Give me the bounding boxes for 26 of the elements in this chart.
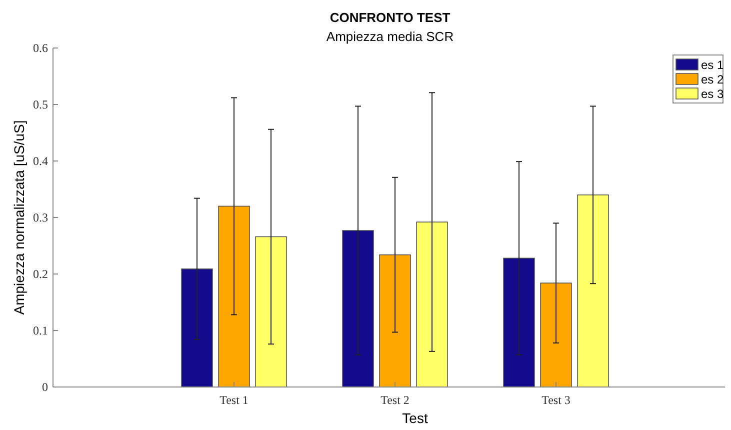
bar [255, 236, 287, 388]
bar [503, 258, 535, 388]
legend-label: es 1 [701, 58, 724, 72]
y-tick-label: 0.3 [33, 210, 48, 224]
x-axis-title: Test [402, 410, 428, 426]
x-tick-label: Test 1 [220, 393, 248, 407]
y-axis-title: Ampiezza normalizzata [uS/uS] [11, 120, 27, 315]
y-tick-label: 0 [42, 380, 48, 394]
x-tick-label: Test 3 [542, 393, 570, 407]
bar [218, 206, 250, 388]
bar [416, 222, 448, 388]
legend-label: es 3 [701, 87, 724, 101]
y-tick-label: 0.6 [33, 41, 48, 55]
y-tick-label: 0.5 [33, 98, 48, 112]
y-tick-label: 0.4 [33, 154, 48, 168]
chart-title: CONFRONTO TEST [330, 10, 450, 25]
y-tick-label: 0.2 [33, 267, 48, 281]
bar [181, 268, 213, 388]
bar [379, 254, 411, 388]
x-tick-label: Test 2 [380, 393, 410, 407]
bar [342, 230, 374, 388]
y-tick-label: 0.1 [33, 324, 48, 338]
legend-label: es 2 [701, 72, 724, 86]
chart-subtitle: Ampiezza media SCR [326, 29, 454, 44]
bar [577, 194, 609, 388]
bar [540, 282, 572, 388]
